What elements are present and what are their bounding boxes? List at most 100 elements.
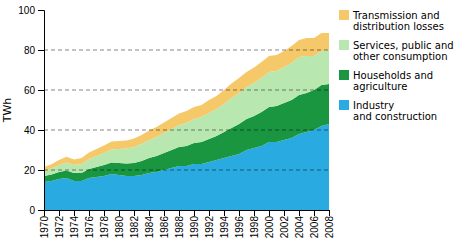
x-tick: 1996 — [234, 210, 245, 238]
x-tick: 2008 — [324, 210, 335, 238]
grid-line — [44, 50, 329, 51]
x-tick-mark — [209, 210, 210, 216]
y-tick-mark — [38, 170, 44, 171]
y-tick-mark — [38, 90, 44, 91]
x-tick: 1992 — [204, 210, 215, 238]
areas — [44, 33, 329, 210]
x-axis: 1970 1972 1974 1976 1978 1980 1982 1984 1986 1988… — [39, 210, 335, 238]
y-tick: 40 — [24, 125, 44, 136]
y-tick: 0 — [29, 205, 44, 216]
y-tick: 20 — [24, 165, 44, 176]
x-tick-label: 2000 — [264, 216, 275, 239]
x-tick-label: 1976 — [84, 216, 95, 239]
grid-line — [44, 90, 329, 91]
x-tick-mark — [224, 210, 225, 216]
legend-item: Industryand construction — [339, 100, 437, 122]
x-tick-label: 1980 — [114, 216, 125, 239]
y-tick-mark — [38, 130, 44, 131]
plot: 1970 1972 1974 1976 1978 1980 1982 1984 1986 1988… — [1, 5, 335, 239]
x-tick-label: 2006 — [309, 216, 320, 239]
y-tick-label: 100 — [18, 5, 35, 16]
legend-label: Services, public andother consumption — [353, 40, 454, 62]
x-tick-mark — [329, 210, 330, 216]
x-tick-label: 2008 — [324, 216, 335, 239]
legend-label: Transmission anddistribution losses — [352, 10, 444, 32]
grid — [44, 50, 329, 170]
y-tick: 100 — [18, 5, 44, 16]
y-tick: 80 — [24, 45, 44, 56]
x-tick-mark — [254, 210, 255, 216]
y-axis-line — [38, 11, 45, 211]
x-tick-label: 1974 — [69, 216, 80, 239]
x-tick: 2004 — [294, 210, 305, 238]
legend-swatch — [339, 100, 349, 110]
chart: 1970 1972 1974 1976 1978 1980 1982 1984 1986 1988… — [0, 0, 461, 246]
legend-swatch — [339, 10, 349, 20]
y-axis-title: TWh — [1, 98, 14, 124]
grid-line — [44, 130, 329, 131]
legend-label: Industryand construction — [353, 100, 437, 122]
x-tick-label: 1984 — [144, 216, 155, 239]
x-tick-label: 1986 — [159, 216, 170, 239]
y-tick-label: 60 — [24, 85, 36, 96]
x-tick: 2006 — [309, 210, 320, 238]
x-tick-label: 2004 — [294, 216, 305, 239]
x-tick-label: 1996 — [234, 216, 245, 239]
x-tick-mark — [149, 210, 150, 216]
x-tick: 1972 — [54, 210, 65, 238]
x-tick: 1998 — [249, 210, 260, 238]
legend-swatch — [339, 40, 349, 50]
x-tick: 1990 — [189, 210, 200, 238]
x-tick-mark — [59, 210, 60, 216]
x-tick-mark — [269, 210, 270, 216]
x-tick: 1994 — [219, 210, 230, 238]
y-tick: 60 — [24, 85, 44, 96]
x-tick-mark — [164, 210, 165, 216]
legend-item: Transmission anddistribution losses — [339, 10, 444, 32]
x-tick-label: 1990 — [189, 216, 200, 239]
x-tick-label: 1972 — [54, 216, 65, 239]
legend-label: Households andagriculture — [353, 70, 433, 92]
y-tick-label: 0 — [29, 205, 35, 216]
x-tick-mark — [179, 210, 180, 216]
x-tick-mark — [119, 210, 120, 216]
area — [44, 33, 329, 171]
x-tick: 1980 — [114, 210, 125, 238]
x-tick-mark — [299, 210, 300, 216]
y-tick-mark — [38, 50, 44, 51]
x-tick-label: 1978 — [99, 216, 110, 239]
x-tick: 1970 — [39, 210, 50, 238]
grid-line — [44, 170, 329, 171]
y-tick-label: 20 — [24, 165, 36, 176]
x-tick-mark — [239, 210, 240, 216]
x-tick: 2002 — [279, 210, 290, 238]
x-tick-mark — [194, 210, 195, 216]
x-tick-label: 1998 — [249, 216, 260, 239]
x-tick-label: 1970 — [39, 216, 50, 239]
y-tick-label: 80 — [24, 45, 36, 56]
y-axis: 0 20 40 60 80 100 — [18, 5, 44, 216]
x-tick-label: 1982 — [129, 216, 140, 239]
legend-item: Households andagriculture — [339, 70, 433, 92]
x-tick: 1988 — [174, 210, 185, 238]
x-tick: 1974 — [69, 210, 80, 238]
x-tick: 1978 — [99, 210, 110, 238]
x-tick: 1976 — [84, 210, 95, 238]
x-tick: 2000 — [264, 210, 275, 238]
x-tick: 1982 — [129, 210, 140, 238]
x-tick-label: 2002 — [279, 216, 290, 239]
y-tick-label: 40 — [24, 125, 36, 136]
y-tick-mark — [38, 210, 44, 211]
x-tick-label: 1992 — [204, 216, 215, 239]
x-tick-mark — [314, 210, 315, 216]
x-axis-line — [45, 211, 330, 217]
x-tick-mark — [74, 210, 75, 216]
y-tick-mark — [38, 10, 44, 11]
x-tick: 1986 — [159, 210, 170, 238]
legend: Transmission anddistribution losses Servi… — [339, 10, 454, 122]
x-tick-mark — [89, 210, 90, 216]
x-tick-mark — [134, 210, 135, 216]
x-tick: 1984 — [144, 210, 155, 238]
x-tick-label: 1988 — [174, 216, 185, 239]
x-tick-label: 1994 — [219, 216, 230, 239]
